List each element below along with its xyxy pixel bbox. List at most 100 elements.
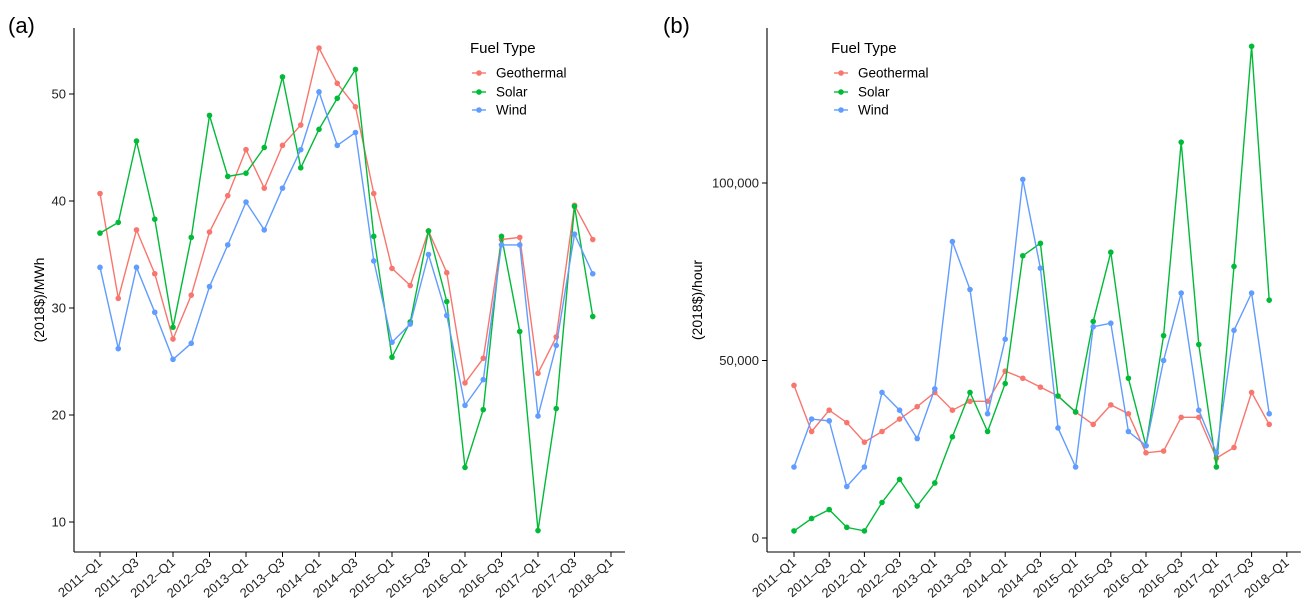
data-point-wind: [1143, 442, 1149, 449]
data-point-wind: [443, 312, 450, 319]
data-point-wind: [480, 376, 487, 383]
data-point-wind: [462, 402, 468, 409]
legend-label-geothermal: Geothermal: [496, 66, 567, 81]
data-point-geothermal: [914, 403, 920, 410]
data-point-solar: [553, 405, 560, 412]
data-point-geothermal: [115, 295, 122, 302]
data-point-geothermal: [1020, 375, 1026, 382]
data-point-solar: [206, 112, 213, 119]
data-point-geothermal: [243, 146, 249, 153]
legend-key-dot: [838, 107, 844, 113]
data-point-wind: [133, 264, 140, 271]
data-point-wind: [1002, 336, 1008, 343]
legend-label-solar: Solar: [496, 85, 528, 100]
data-point-solar: [389, 354, 395, 361]
data-point-wind: [967, 286, 973, 293]
data-point-solar: [984, 428, 991, 435]
data-point-solar: [316, 126, 322, 133]
data-point-wind: [932, 386, 938, 392]
data-point-wind: [844, 483, 850, 490]
y-tick-label: 40: [52, 194, 66, 209]
y-axis-title: (2018$)/hour: [689, 260, 705, 341]
data-point-geothermal: [808, 428, 815, 435]
legend-key-dot: [476, 70, 482, 76]
data-point-geothermal: [443, 269, 450, 276]
data-point-solar: [133, 138, 140, 144]
data-point-solar: [1248, 43, 1255, 50]
legend-key-dot: [838, 70, 844, 76]
series-line-wind: [793, 179, 1270, 488]
data-point-geothermal: [949, 407, 956, 414]
data-point-geothermal: [535, 370, 541, 377]
legend-label-geothermal: Geothermal: [858, 66, 929, 81]
y-tick-label: 100,000: [712, 176, 759, 191]
series-line-geothermal: [99, 46, 594, 385]
data-point-wind: [571, 231, 578, 237]
data-point-geothermal: [1143, 450, 1149, 456]
data-point-geothermal: [1178, 414, 1184, 421]
legend-key-solar: [472, 89, 486, 95]
legend-title: Fuel Type: [470, 40, 536, 57]
data-point-solar: [334, 95, 341, 102]
data-point-geothermal: [1108, 402, 1114, 408]
data-point-solar: [1196, 341, 1202, 348]
data-point-wind: [206, 283, 213, 290]
data-point-solar: [97, 230, 103, 236]
legend-key-geothermal: [834, 70, 848, 76]
series-line-solar: [793, 46, 1270, 532]
data-point-wind: [535, 413, 541, 419]
series-line-solar: [99, 67, 594, 531]
data-point-wind: [1196, 407, 1202, 414]
data-point-solar: [589, 313, 596, 320]
legend-key-wind: [472, 107, 486, 113]
data-point-wind: [589, 270, 596, 277]
data-point-wind: [316, 89, 322, 95]
data-point-solar: [1055, 393, 1061, 399]
data-point-geothermal: [261, 185, 268, 191]
legend-key-dot: [838, 89, 844, 95]
data-point-wind: [243, 199, 249, 205]
data-point-solar: [808, 515, 815, 522]
data-point-solar: [425, 228, 432, 234]
data-point-geothermal: [1266, 421, 1272, 428]
data-point-geothermal: [896, 416, 903, 422]
chart-panel-a: (a)1020304050(2018$)/MWh2011–Q12011–Q320…: [8, 13, 625, 601]
data-point-geothermal: [844, 419, 850, 426]
data-point-solar: [571, 203, 578, 210]
data-point-solar: [188, 234, 195, 241]
data-point-geothermal: [389, 265, 395, 272]
data-point-wind: [861, 464, 868, 470]
data-point-wind: [1020, 176, 1026, 183]
panel-label: (a): [8, 13, 35, 38]
legend: Fuel Type Geothermal Solar Wind: [470, 40, 567, 118]
data-point-geothermal: [352, 104, 359, 110]
data-point-solar: [297, 165, 304, 171]
data-point-solar: [115, 219, 122, 226]
legend-key-dot: [476, 89, 482, 95]
data-point-solar: [1266, 297, 1272, 303]
data-point-wind: [984, 410, 991, 417]
data-point-solar: [352, 66, 359, 73]
data-point-wind: [188, 340, 195, 347]
data-point-geothermal: [1231, 444, 1237, 451]
data-point-wind: [1108, 320, 1114, 327]
legend-key-wind: [834, 107, 848, 113]
data-point-wind: [498, 242, 505, 248]
data-point-wind: [389, 339, 395, 346]
data-point-wind: [808, 416, 815, 422]
data-point-solar: [480, 406, 487, 413]
data-point-solar: [1231, 263, 1237, 270]
data-point-wind: [949, 238, 956, 245]
y-tick-label: 50: [52, 87, 66, 102]
data-point-wind: [896, 407, 903, 414]
data-point-wind: [1213, 450, 1220, 456]
data-point-geothermal: [879, 428, 885, 435]
data-point-wind: [279, 185, 286, 191]
data-point-wind: [97, 264, 103, 271]
data-point-solar: [1002, 380, 1008, 387]
data-point-wind: [1055, 425, 1061, 431]
data-point-wind: [914, 435, 920, 442]
data-point-geothermal: [462, 380, 468, 386]
data-point-geothermal: [316, 45, 322, 51]
data-point-solar: [1072, 409, 1079, 415]
